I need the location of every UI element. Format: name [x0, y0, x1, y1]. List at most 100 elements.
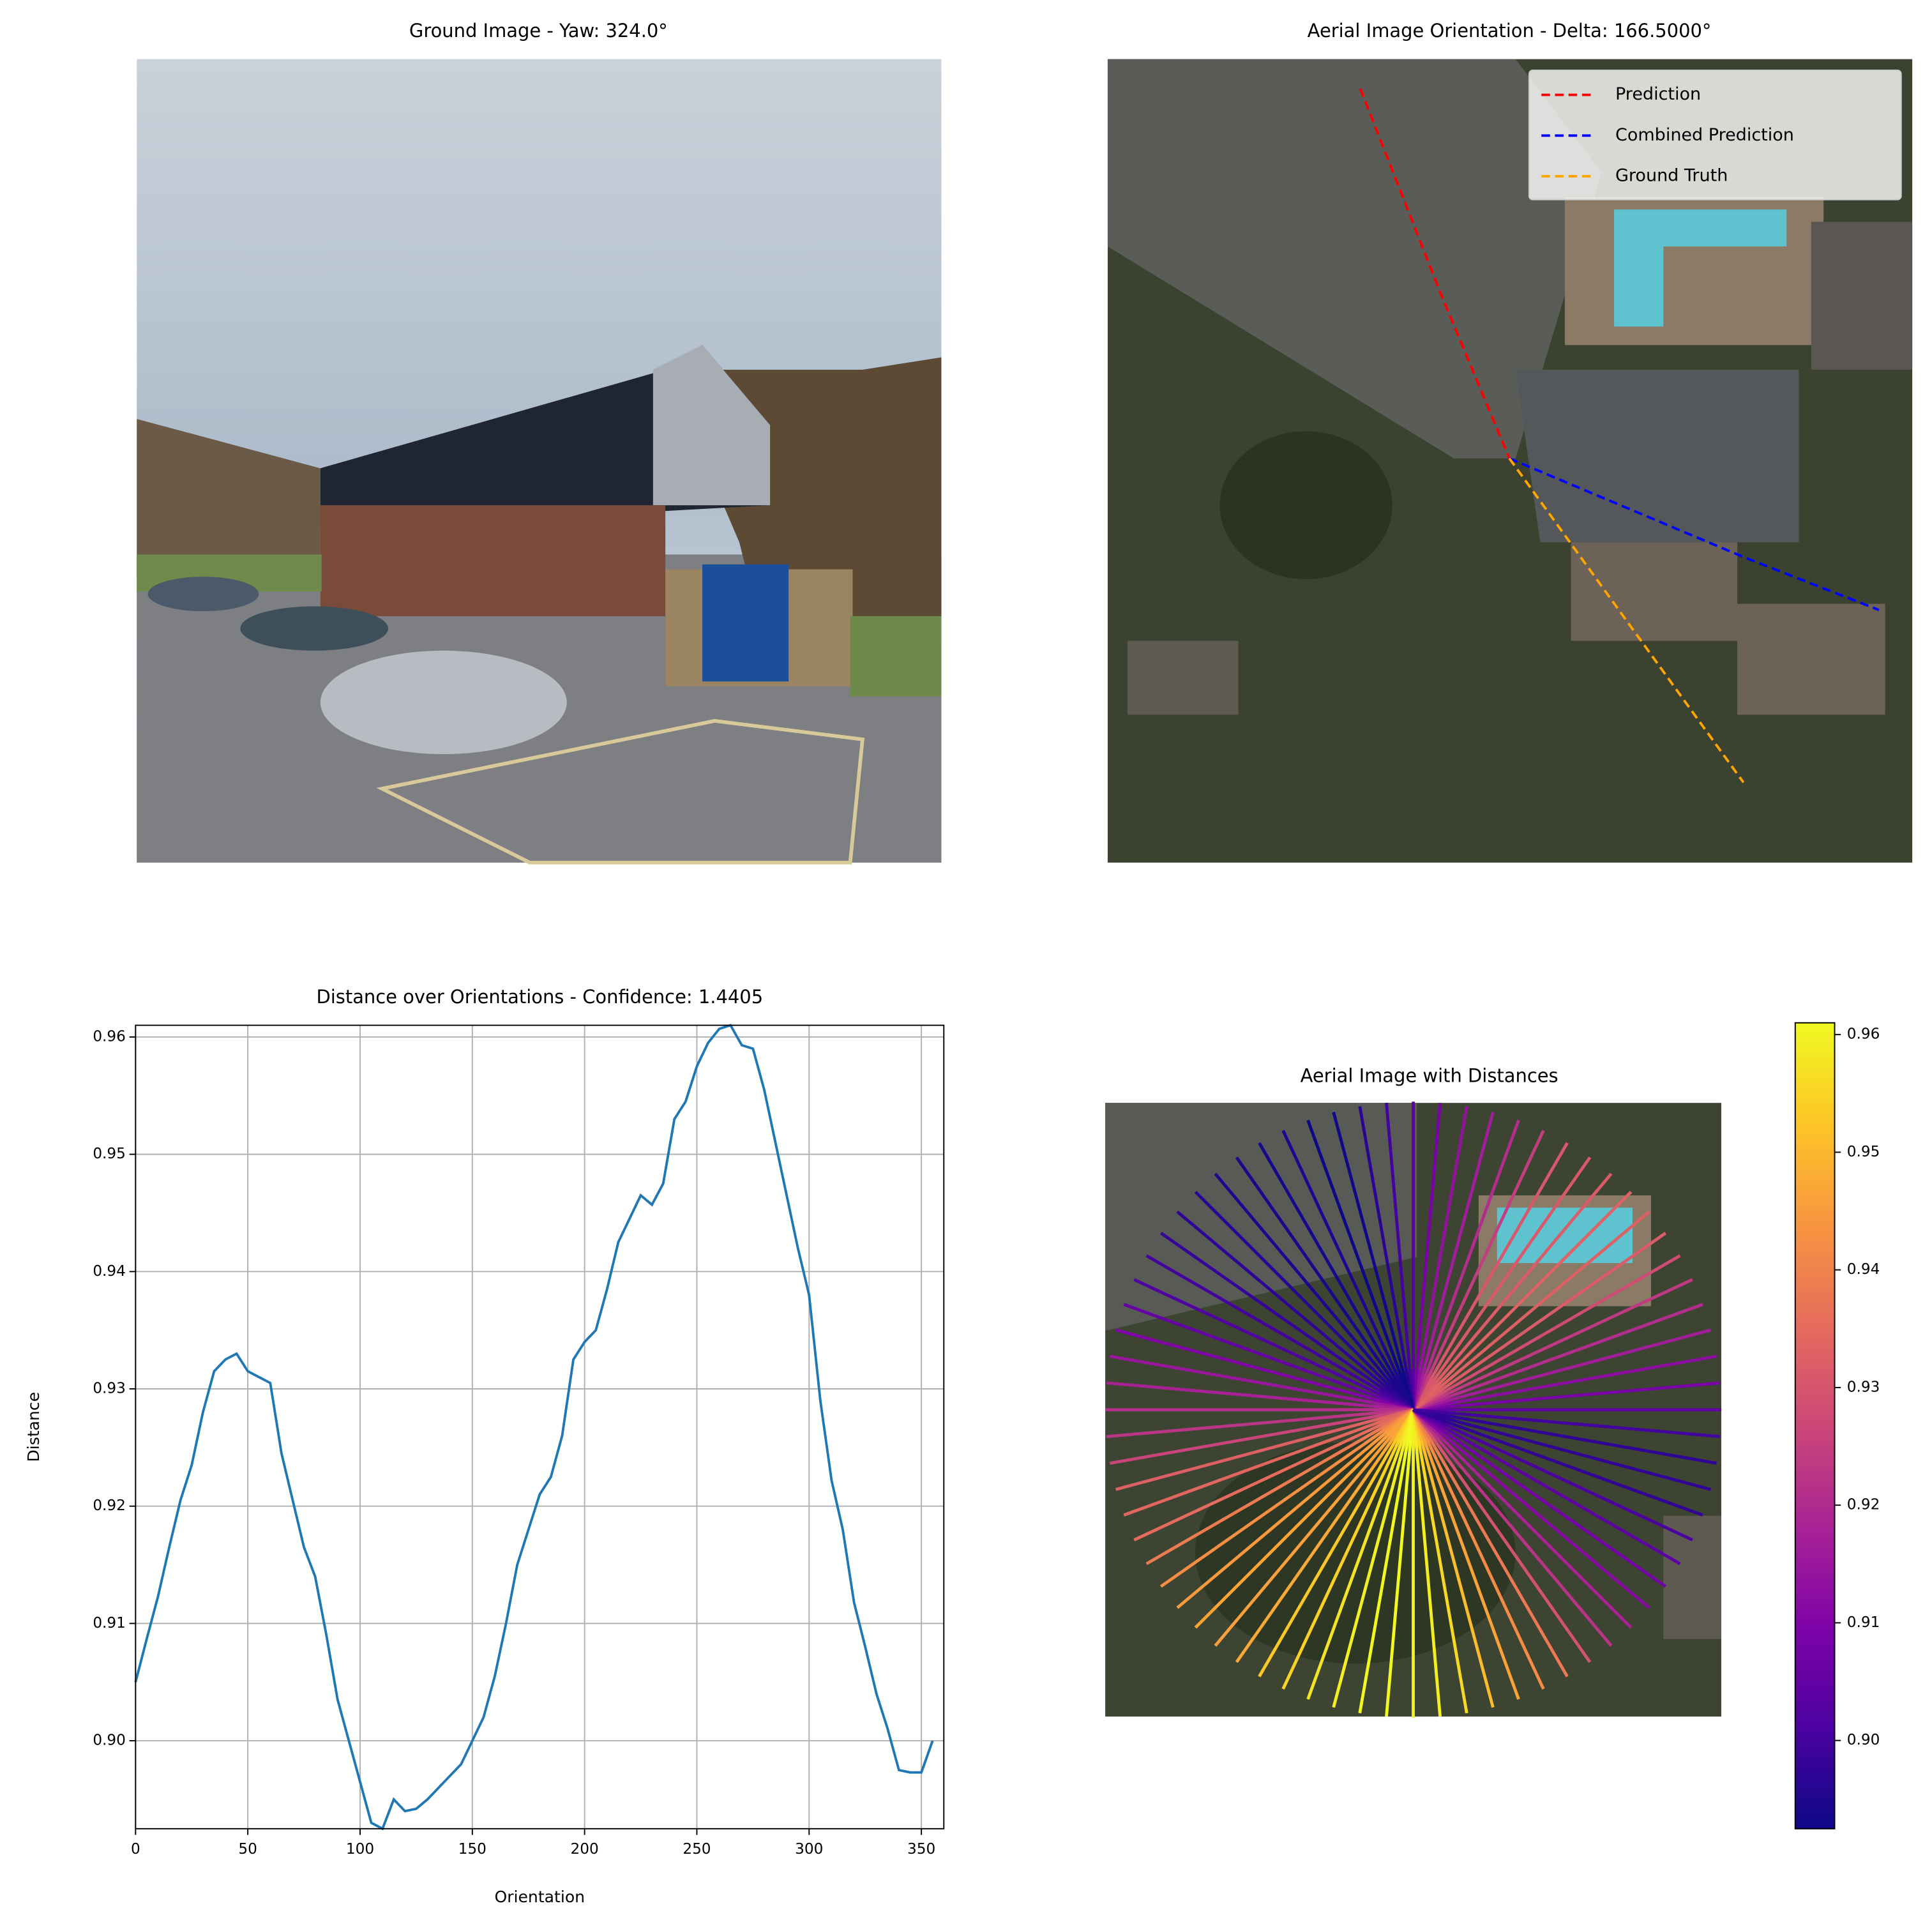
distance-ray — [1412, 1408, 1650, 1609]
distance-ray — [1214, 1409, 1415, 1647]
x-tick-label: 300 — [795, 1841, 823, 1858]
distance-ray — [1176, 1408, 1415, 1609]
distance-ray — [1412, 1190, 1633, 1411]
distance-ray — [1358, 1106, 1415, 1411]
distance-ray — [1194, 1190, 1415, 1411]
distance-ray — [1412, 1409, 1520, 1700]
distance-ray — [1413, 1408, 1717, 1465]
distance-ray — [1412, 1409, 1569, 1677]
distance-ray — [1306, 1409, 1415, 1700]
distance-ray — [1106, 1381, 1414, 1412]
colorbar-tick-label: 0.96 — [1847, 1026, 1880, 1043]
distance-ray — [1133, 1408, 1414, 1541]
distance-ray — [1412, 1408, 1681, 1566]
x-tick-label: 150 — [458, 1841, 487, 1858]
y-tick-label: 0.92 — [93, 1497, 126, 1514]
colorbar-tick-label: 0.90 — [1847, 1732, 1880, 1748]
distance-ray — [1385, 1409, 1415, 1717]
distance-ray — [1412, 1210, 1650, 1411]
dashed-line — [1359, 88, 1511, 459]
dashed-line — [1508, 457, 1745, 784]
distance-ray — [1385, 1102, 1415, 1410]
ground-image — [137, 59, 942, 865]
distance-ray — [1281, 1409, 1415, 1690]
distance-ray — [1235, 1156, 1415, 1411]
distance-ray — [1412, 1156, 1592, 1411]
y-axis-label: Distance — [24, 1392, 43, 1462]
distance-ray — [1412, 1408, 1633, 1629]
y-tick-label: 0.91 — [93, 1615, 126, 1632]
y-tick-label: 0.94 — [93, 1263, 126, 1280]
distance-ray — [1332, 1112, 1415, 1411]
chart-title: Distance over Orientations - Confidence:… — [316, 986, 763, 1008]
distance-ray — [1412, 1409, 1468, 1714]
legend-label: Combined Prediction — [1615, 125, 1794, 145]
distance-ray — [1412, 1303, 1703, 1411]
distance-ray — [1106, 1408, 1414, 1439]
y-tick-label: 0.96 — [93, 1028, 126, 1045]
distance-ray — [1412, 1112, 1495, 1411]
x-tick-label: 0 — [131, 1841, 140, 1858]
distance-ray — [1123, 1408, 1414, 1517]
distance-ray — [1413, 1408, 1721, 1439]
data-line — [134, 1024, 934, 1831]
distance-ray — [1358, 1409, 1415, 1714]
distance-ray — [1109, 1354, 1414, 1412]
colorbar-tick-label: 0.92 — [1847, 1497, 1880, 1513]
x-axis-label: Orientation — [494, 1888, 585, 1906]
distance-ray — [1412, 1328, 1712, 1412]
dashed-line — [1509, 457, 1880, 612]
distance-ray — [1412, 1409, 1442, 1717]
distance-ray — [1413, 1381, 1721, 1412]
distance-ray — [1412, 1409, 1545, 1690]
distance-ray — [1258, 1409, 1415, 1677]
chart-title: Aerial Image Orientation - Delta: 166.50… — [1308, 20, 1712, 42]
x-tick-label: 50 — [238, 1841, 257, 1858]
y-tick-label: 0.93 — [93, 1381, 126, 1397]
distance-ray — [1412, 1231, 1667, 1411]
plot-frame — [135, 1024, 945, 1829]
distance-ray — [1412, 1408, 1712, 1491]
distance-ray — [1123, 1303, 1414, 1411]
distance-ray — [1332, 1409, 1415, 1708]
distance-ray — [1412, 1408, 1703, 1517]
colorbar-tick-label: 0.95 — [1847, 1144, 1880, 1160]
x-tick-label: 250 — [683, 1841, 711, 1858]
distance-ray — [1214, 1172, 1415, 1411]
colorbar — [1794, 1022, 1836, 1829]
distance-ray — [1412, 1278, 1693, 1411]
distance-ray — [1412, 1409, 1592, 1663]
distance-ray — [1412, 1102, 1442, 1410]
distance-ray — [1159, 1408, 1414, 1588]
colorbar-tick-label: 0.94 — [1847, 1261, 1880, 1278]
distance-ray — [1412, 1130, 1545, 1411]
distance-ray — [1159, 1231, 1414, 1411]
legend-label: Ground Truth — [1615, 165, 1728, 185]
x-tick-label: 350 — [907, 1841, 935, 1858]
x-tick-label: 100 — [346, 1841, 374, 1858]
distance-ray — [1413, 1354, 1717, 1412]
legend — [1528, 70, 1902, 201]
distance-ray — [1145, 1254, 1414, 1411]
colorbar-tick-label: 0.91 — [1847, 1614, 1880, 1631]
y-tick-label: 0.95 — [93, 1146, 126, 1162]
distance-ray — [1306, 1119, 1415, 1411]
legend-label: Prediction — [1615, 84, 1701, 104]
distance-ray — [1412, 1142, 1569, 1411]
distance-ray — [1412, 1254, 1681, 1411]
distance-ray — [1412, 1119, 1520, 1411]
distance-ray — [1412, 1409, 1613, 1647]
distance-ray — [1115, 1328, 1414, 1412]
chart-title: Aerial Image with Distances — [1301, 1065, 1558, 1087]
distance-ray — [1412, 1408, 1667, 1588]
chart-title: Ground Image - Yaw: 324.0° — [409, 20, 668, 42]
distance-ray — [1115, 1408, 1414, 1491]
distance-ray — [1412, 1106, 1468, 1411]
colorbar-tick-label: 0.93 — [1847, 1379, 1880, 1395]
distance-ray — [1133, 1278, 1414, 1411]
x-tick-label: 200 — [571, 1841, 599, 1858]
distance-ray — [1412, 1408, 1693, 1541]
distance-ray — [1194, 1408, 1415, 1629]
distance-ray — [1281, 1130, 1415, 1411]
